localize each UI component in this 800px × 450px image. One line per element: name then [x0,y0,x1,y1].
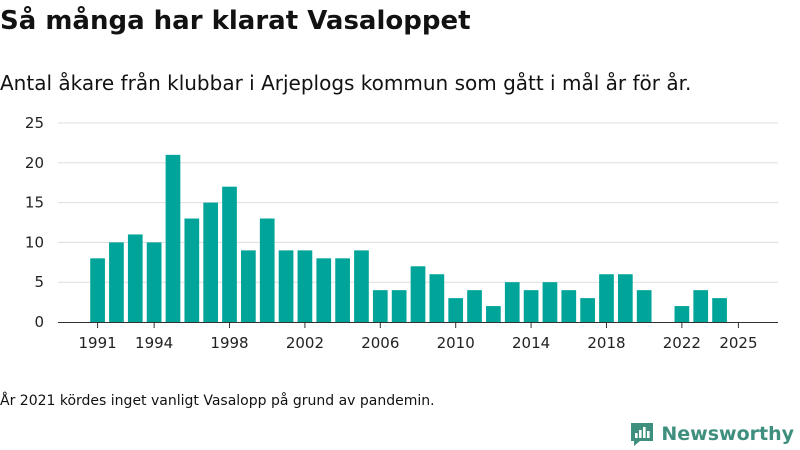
x-tick-label-1998: 1998 [210,334,248,352]
bar-2008 [410,266,426,322]
bar-2002 [297,250,313,322]
bar-1993 [127,234,143,322]
bar-1998 [222,186,237,322]
bar-2018 [599,274,614,322]
y-tick-label-5: 5 [34,273,44,291]
bar-2022 [674,306,690,322]
newsworthy-logo-icon [631,423,654,446]
bar-2024 [712,298,727,322]
y-tick-label-25: 25 [25,114,44,132]
bar-2012 [486,306,501,322]
y-tick-label-20: 20 [25,154,44,172]
newsworthy-brand: Newsworthy [629,420,794,448]
bar-2015 [542,282,558,322]
x-tick-label-2002: 2002 [286,334,324,352]
chart-subtitle: Antal åkare från klubbar i Arjeplogs kom… [0,71,692,95]
footnote: År 2021 kördes inget vanligt Vasalopp på… [0,393,435,409]
bar-2004 [335,258,350,322]
bar-1999 [241,250,256,322]
bar-2017 [580,298,595,322]
x-tick-label-2018: 2018 [587,334,625,352]
x-tick-label-1991: 1991 [78,334,116,352]
bar-1996 [184,218,200,322]
bar-2020 [636,290,652,322]
chart-title: Så många har klarat Vasaloppet [0,6,471,36]
x-tick-label-2025: 2025 [719,334,757,352]
bar-2023 [693,290,709,322]
bar-2013 [504,282,520,322]
bar-2010 [448,298,464,322]
bar-2019 [617,274,633,322]
x-tick-label-2022: 2022 [663,334,701,352]
bar-1995 [165,154,181,322]
bar-1997 [203,202,219,322]
y-tick-label-10: 10 [25,233,44,251]
brand-name: Newsworthy [661,423,794,445]
bar-2000 [259,218,275,322]
bar-2006 [372,290,388,322]
bar-2003 [316,258,332,322]
bar-2009 [429,274,445,322]
bar-2007 [391,290,407,322]
x-tick-label-2010: 2010 [437,334,475,352]
bar-2005 [354,250,369,322]
x-tick-label-2014: 2014 [512,334,550,352]
x-tick-label-1994: 1994 [135,334,173,352]
bar-1994 [146,242,162,322]
bar-2011 [467,290,482,322]
y-tick-label-15: 15 [25,194,44,212]
bar-2016 [561,290,577,322]
y-tick-label-0: 0 [34,313,44,331]
bar-1991 [90,258,105,322]
bar-1992 [109,242,124,322]
bar-2001 [278,250,294,322]
bar-2014 [523,290,539,322]
x-tick-label-2006: 2006 [361,334,399,352]
